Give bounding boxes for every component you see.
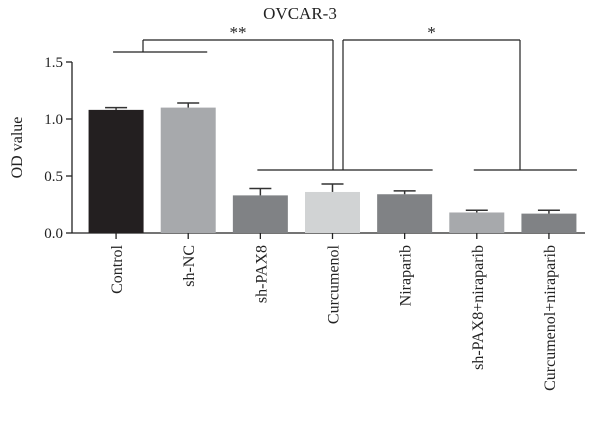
y-tick-label: 0.0 (44, 226, 63, 242)
bars (88, 102, 577, 233)
bar (88, 109, 144, 233)
bar (521, 213, 577, 233)
significance-label: ** (230, 23, 247, 42)
x-tick-label: sh-PAX8+niraparib (470, 245, 487, 370)
y-tick-label: 1.0 (44, 112, 63, 128)
y-tick-label: 0.5 (44, 169, 63, 185)
chart-title: OVCAR-3 (263, 4, 337, 23)
x-tick-label: Niraparib (398, 245, 415, 306)
significance-label: * (427, 23, 436, 42)
bar (449, 212, 505, 233)
y-axis-label: OD value (9, 117, 26, 179)
tick-labels: Control sh-NC sh-PAX8 Curcumenol Niraparib sh… (109, 244, 559, 390)
x-tick-label: Curcumenol+niraparib (542, 245, 559, 391)
bar (160, 107, 216, 233)
x-tick-label: sh-NC (181, 245, 198, 287)
bar (305, 191, 360, 233)
significance-brackets: ** * (113, 23, 577, 171)
y-tick-label: 1.5 (44, 55, 63, 71)
x-tick-label: Control (109, 244, 126, 293)
x-tick-label: sh-PAX8 (253, 245, 270, 303)
bar (232, 195, 288, 233)
bar (377, 194, 433, 233)
x-tick-label: Curcumenol (326, 244, 343, 324)
